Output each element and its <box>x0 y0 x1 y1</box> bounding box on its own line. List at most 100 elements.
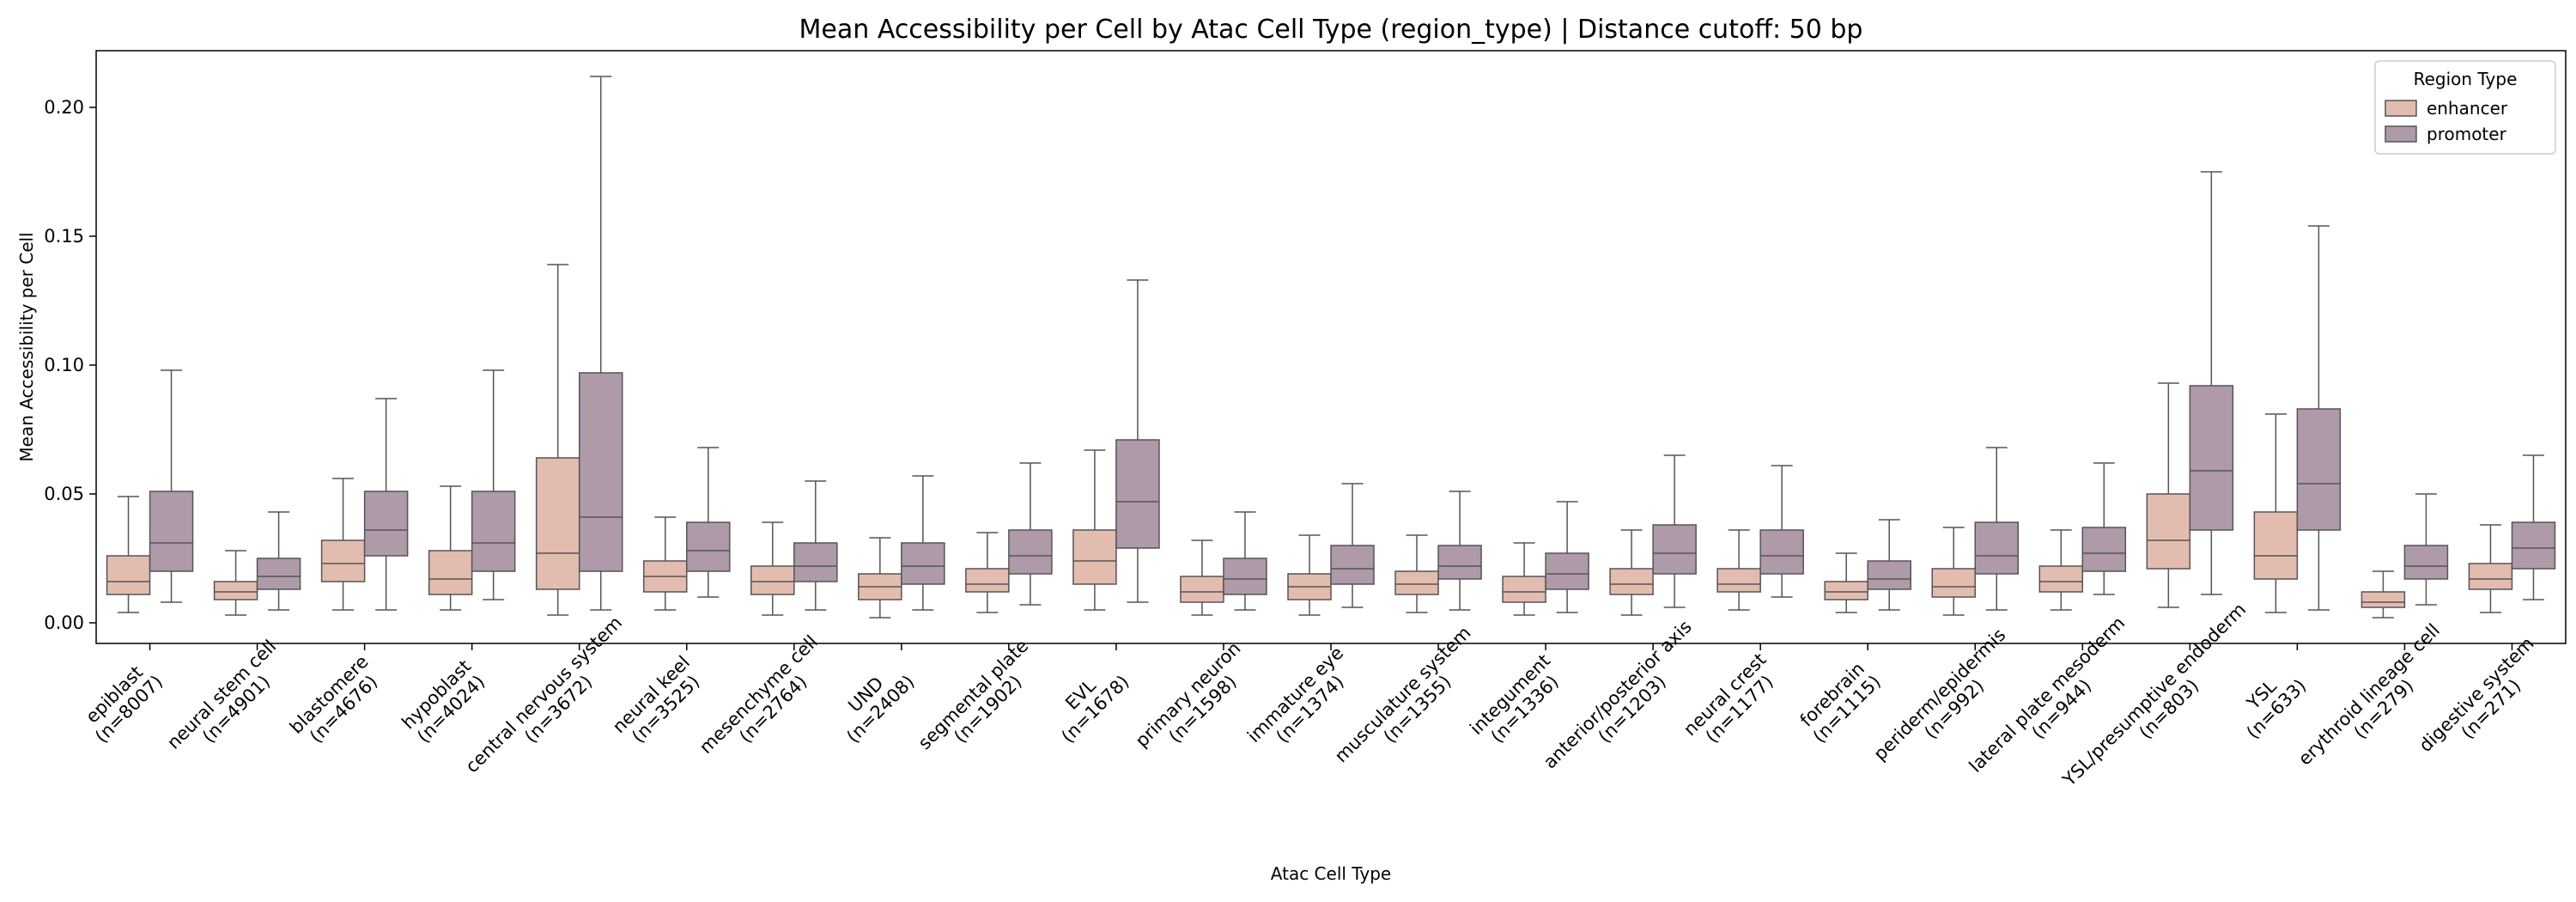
box-body <box>1115 439 1160 549</box>
box-promoter <box>1759 465 1804 598</box>
box-enhancer <box>106 496 151 613</box>
box-promoter <box>1115 279 1160 603</box>
x-tick-label-line: mesenchyme cell <box>696 631 822 758</box>
box-body <box>965 568 1010 593</box>
box-body <box>750 565 795 595</box>
box-promoter <box>793 480 838 611</box>
box-enhancer <box>320 478 366 611</box>
box-body <box>2146 493 2191 570</box>
box-enhancer <box>1824 552 1868 613</box>
box-body <box>1716 568 1761 593</box>
box-enhancer <box>2468 524 2513 613</box>
box-promoter <box>1867 519 1911 611</box>
box-promoter <box>256 511 301 611</box>
x-tick-label: primary neuron(n=1598) <box>1132 637 1260 765</box>
x-tick-label: YSL(n=633) <box>2228 661 2311 743</box>
box-enhancer <box>1394 534 1439 613</box>
box-enhancer <box>1609 529 1654 616</box>
box-enhancer <box>2360 570 2406 619</box>
legend-label-enhancer: enhancer <box>2427 98 2508 119</box>
box-body <box>320 539 366 582</box>
legend-label-promoter: promoter <box>2427 124 2507 144</box>
box-promoter <box>1223 511 1267 611</box>
x-tick-label-line: central nervous system <box>462 613 627 777</box>
box-enhancer <box>858 537 902 619</box>
x-tick-label: segmental plate(n=1902) <box>914 636 1048 769</box>
box-promoter <box>149 369 194 603</box>
box-body <box>1652 524 1697 575</box>
box-body <box>1437 545 1482 580</box>
x-axis-label: Atac Cell Type <box>1271 863 1391 884</box>
box-promoter <box>471 369 516 600</box>
box-enhancer <box>965 532 1010 613</box>
box-promoter <box>2403 493 2449 606</box>
box-body <box>1867 560 1911 590</box>
x-tick-label: musculature system(n=1355) <box>1331 623 1490 782</box>
box-body <box>256 558 301 590</box>
box-body <box>213 581 258 600</box>
legend: Region Type enhancer promoter <box>2374 60 2556 155</box>
box-body <box>1502 576 1546 603</box>
box-promoter <box>578 76 623 611</box>
x-tick-label: periderm/epidermis(n=992) <box>1869 625 2024 779</box>
box-promoter <box>1330 483 1375 608</box>
box-body <box>1545 552 1589 590</box>
y-axis: 0.00 0.05 0.10 0.15 0.20 <box>44 97 96 633</box>
box-promoter <box>2296 225 2342 611</box>
box-body <box>1759 529 1804 575</box>
box-body <box>428 550 473 595</box>
box-promoter <box>1008 462 1053 606</box>
box-promoter <box>2081 462 2127 595</box>
box-enhancer <box>1716 529 1761 611</box>
box-body <box>2189 385 2234 531</box>
box-promoter <box>2189 171 2234 595</box>
x-tick-label: anterior/posterior axis(n=1203) <box>1540 616 1710 787</box>
y-axis-label: Mean Accessibility per Cell <box>16 232 37 461</box>
box-body <box>2296 408 2342 531</box>
box-body <box>106 555 151 595</box>
chart-title: Mean Accessibility per Cell by Atac Cell… <box>799 15 1863 45</box>
box-enhancer <box>1931 527 1977 616</box>
x-tick-label-line: (n=1678) <box>1057 671 1133 747</box>
legend-entries: enhancer promoter <box>2385 98 2508 144</box>
x-tick-label: EVL(n=1678) <box>1042 656 1133 747</box>
box-enhancer <box>1287 534 1332 616</box>
box-body <box>1180 576 1224 603</box>
box-promoter <box>1974 447 2020 611</box>
x-tick-label: hypoblast(n=4024) <box>398 656 489 748</box>
box-body <box>471 491 516 572</box>
legend-frame <box>2374 60 2556 155</box>
box-body <box>901 542 945 585</box>
x-tick-label-line: anterior/posterior axis <box>1540 616 1696 772</box>
box-body <box>685 521 731 572</box>
box-body <box>149 491 194 572</box>
box-body <box>2253 511 2299 580</box>
x-tick-label: central nervous system(n=3672) <box>462 613 641 792</box>
box-promoter <box>2511 454 2556 600</box>
legend-title: Region Type <box>2414 69 2518 89</box>
box-body <box>1394 570 1439 595</box>
box-body <box>1008 529 1053 575</box>
x-tick-label: neural crest(n=1177) <box>1680 649 1785 755</box>
box-enhancer <box>2038 529 2084 611</box>
x-tick-label: YSL/presumptive endoderm(n=803) <box>2058 599 2264 805</box>
box-body <box>1974 521 2020 575</box>
box-body <box>2468 563 2513 590</box>
x-tick-label: epiblast(n=8007) <box>76 656 167 747</box>
y-tick-label: 0.10 <box>44 355 84 375</box>
legend-swatch-enhancer <box>2385 100 2417 117</box>
box-body <box>1824 581 1868 600</box>
y-tick-label: 0.00 <box>44 613 84 633</box>
x-tick-label: mesenchyme cell(n=2764) <box>696 631 836 772</box>
box-promoter <box>1437 491 1482 611</box>
box-body <box>1609 568 1654 595</box>
box-body <box>2360 591 2406 608</box>
box-enhancer <box>750 521 795 616</box>
box-promoter <box>901 475 945 611</box>
y-tick-label: 0.05 <box>44 484 84 504</box>
x-tick-label: integument(n=1336) <box>1466 650 1569 753</box>
x-tick-label: UND(n=2408) <box>828 656 918 747</box>
box-promoter <box>1545 501 1589 613</box>
box-body <box>1330 545 1375 585</box>
